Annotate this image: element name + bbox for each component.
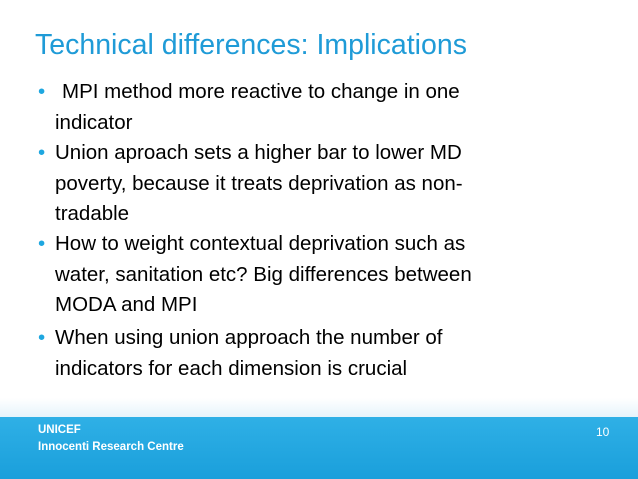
bullet-text: poverty, because it treats deprivation a… <box>55 171 463 195</box>
bullet-text: How to weight contextual deprivation suc… <box>55 232 466 255</box>
bullet-dot: • <box>38 80 46 103</box>
bullet-text: MPI method more reactive to change in on… <box>62 80 460 103</box>
bullet-dot: • <box>38 326 46 349</box>
footer-fade <box>0 398 638 417</box>
page-number: 10 <box>596 425 610 439</box>
footer-centre: Innocenti Research Centre <box>38 441 184 453</box>
bullet-text: MODA and MPI <box>55 293 198 316</box>
bullet-text: indicator <box>55 110 133 134</box>
bullet-text: tradable <box>55 202 130 225</box>
slide-title: Technical differences: Implications <box>35 29 467 61</box>
bullet-text: Union aproach sets a higher bar to lower… <box>55 141 462 164</box>
footer-org: UNICEF <box>38 424 81 436</box>
bullet-dot: • <box>38 141 46 164</box>
bullet-text: When using union approach the number of <box>55 326 443 349</box>
bullet-text: indicators for each dimension is crucial <box>55 356 408 380</box>
bullet-text: water, sanitation etc? Big differences b… <box>55 262 472 286</box>
footer-band: UNICEF Innocenti Research Centre 10 <box>0 417 638 479</box>
bullet-dot: • <box>38 232 46 255</box>
